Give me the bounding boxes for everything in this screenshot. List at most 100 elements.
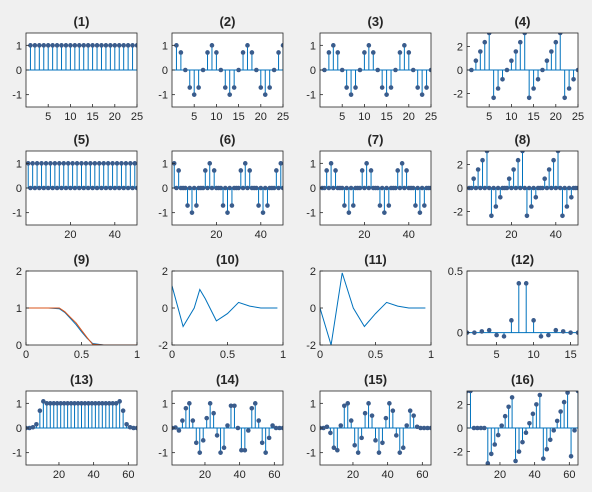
- stem-marker: [134, 185, 137, 191]
- stem-marker: [331, 185, 336, 191]
- x-tick-label: 0.5: [220, 349, 235, 361]
- stem-marker: [110, 161, 115, 166]
- stem-marker: [566, 86, 572, 91]
- stem-marker: [569, 195, 574, 200]
- y-tick-label: 0: [162, 183, 168, 195]
- y-tick-label: 1: [310, 398, 316, 410]
- subplot: (8) 20 40 -2 0 2: [453, 132, 579, 241]
- x-tick-label: 60: [268, 469, 280, 481]
- stem-marker: [205, 185, 210, 191]
- stem-marker: [482, 185, 488, 191]
- y-tick-label: 0: [457, 183, 463, 195]
- stem-marker: [280, 43, 283, 48]
- stem-marker: [32, 185, 38, 191]
- y-tick-label: -1: [158, 90, 168, 102]
- stem-marker: [498, 195, 503, 200]
- stem-marker: [68, 185, 73, 191]
- stem-marker: [211, 168, 217, 173]
- stem-marker: [276, 50, 281, 55]
- stem-marker: [85, 185, 91, 191]
- subplot-title: (2): [220, 14, 236, 29]
- stem-marker: [207, 161, 213, 166]
- stem-marker: [517, 39, 523, 45]
- stem-marker: [220, 203, 226, 208]
- stem-marker: [493, 204, 499, 209]
- stem-marker: [488, 451, 494, 457]
- data-layer: [172, 161, 283, 215]
- y-tick-label: 1: [162, 40, 168, 52]
- stem-marker: [509, 185, 514, 191]
- stem-marker: [529, 204, 534, 209]
- stem-marker: [491, 185, 496, 191]
- stem-marker: [277, 425, 282, 431]
- stem-marker: [471, 425, 477, 431]
- y-tick-label: 0: [162, 303, 168, 315]
- stem-marker: [43, 161, 49, 166]
- stem-marker: [387, 401, 392, 406]
- stem-marker: [34, 161, 40, 166]
- stem-marker: [124, 422, 129, 427]
- x-tick-label: 40: [550, 229, 562, 241]
- stem-marker: [74, 161, 80, 166]
- stem-marker: [562, 95, 567, 101]
- stem-marker: [339, 185, 345, 191]
- subplot: (13) 20 40 60 -1 0 1: [12, 372, 138, 481]
- stem-marker: [380, 440, 385, 446]
- subplot-title: (1): [74, 14, 90, 29]
- stem-marker: [200, 185, 206, 191]
- stem-marker: [222, 85, 228, 90]
- stem-marker: [50, 185, 55, 191]
- stem-marker: [59, 43, 64, 48]
- stem-marker: [523, 430, 529, 436]
- stem-marker: [83, 161, 89, 166]
- stem-marker: [262, 92, 268, 97]
- stem-marker: [196, 85, 201, 90]
- stem-marker: [475, 167, 481, 172]
- stem-marker: [377, 203, 383, 208]
- stem-marker: [121, 43, 126, 48]
- stem-marker: [273, 425, 279, 431]
- subplot-title: (15): [364, 372, 387, 387]
- stem-marker: [425, 425, 430, 431]
- stem-marker: [526, 95, 532, 101]
- stem-marker: [239, 447, 244, 453]
- stem-marker: [134, 425, 137, 431]
- stem-marker: [489, 213, 494, 219]
- stem-marker: [565, 391, 570, 395]
- stem-marker: [553, 327, 559, 333]
- stem-marker: [180, 418, 185, 423]
- stem-marker: [41, 185, 47, 191]
- stem-marker: [117, 399, 122, 404]
- stem-marker: [125, 185, 131, 191]
- data-layer: [467, 151, 578, 219]
- stem-marker: [103, 185, 109, 191]
- stem-marker: [222, 185, 228, 191]
- y-tick-label: -1: [158, 448, 168, 460]
- stem-marker: [348, 92, 354, 97]
- stem-marker: [397, 450, 403, 455]
- stem-marker: [278, 161, 283, 166]
- stem-marker: [96, 401, 102, 406]
- x-tick-label: 1: [280, 349, 286, 361]
- data-layer: [26, 43, 137, 71]
- stem-marker: [535, 77, 541, 82]
- data-layer: [467, 281, 578, 339]
- data-layer: [26, 161, 137, 191]
- data-layer: [172, 401, 283, 455]
- y-tick-label: 0: [16, 183, 22, 195]
- stem-marker: [553, 185, 559, 191]
- x-tick-label: 5: [494, 349, 500, 361]
- stem-marker: [509, 318, 514, 323]
- stem-marker: [72, 43, 78, 48]
- stem-marker: [357, 185, 363, 191]
- stem-marker: [240, 50, 246, 55]
- stem-marker: [415, 185, 420, 191]
- stem-marker: [47, 401, 53, 406]
- stem-marker: [478, 425, 484, 431]
- stem-marker: [415, 85, 420, 90]
- stem-marker: [341, 403, 347, 409]
- x-tick-label: 1: [428, 349, 434, 361]
- stem-marker: [346, 210, 352, 215]
- x-tick-label: 20: [505, 229, 517, 241]
